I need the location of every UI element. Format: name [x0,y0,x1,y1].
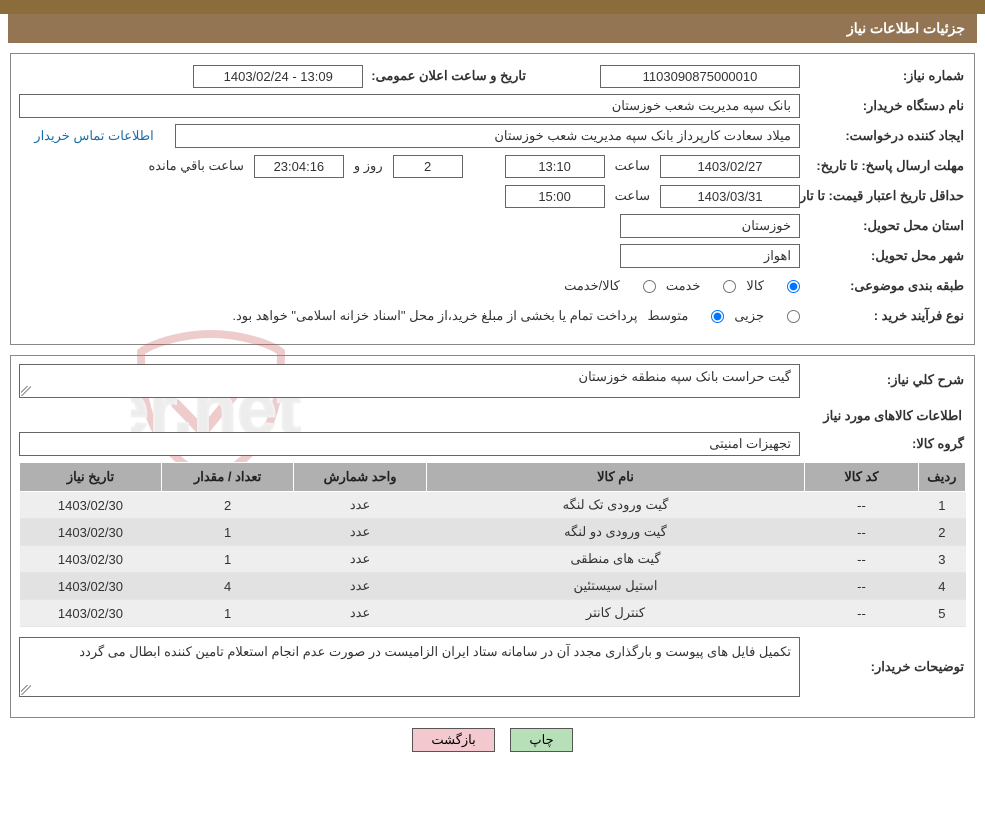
table-row: 2--گیت ورودی دو لنگهعدد11403/02/30 [20,519,966,546]
radio-service[interactable] [723,280,736,293]
table-cell: 1403/02/30 [20,600,162,627]
label-requester: ایجاد کننده درخواست: [806,124,966,148]
table-cell: گیت های منطقی [426,546,804,573]
announce-datetime-value: 13:09 - 1403/02/24 [193,65,363,88]
table-header-cell: واحد شمارش [294,463,426,492]
table-header-cell: نام کالا [426,463,804,492]
table-cell: 3 [918,546,965,573]
page-header: جزئیات اطلاعات نیاز [8,14,977,43]
action-buttons-row: چاپ بازگشت [0,718,985,768]
table-cell: گیت ورودی تک لنگه [426,492,804,519]
table-cell: 1 [161,600,293,627]
label-time-1: ساعت [611,156,654,176]
label-goods-group: گروه کالا: [806,432,966,456]
table-cell: 5 [918,600,965,627]
need-number-value: 1103090875000010 [600,65,800,88]
table-cell: -- [805,546,919,573]
table-cell: -- [805,492,919,519]
table-cell: 2 [918,519,965,546]
details-panel: AriaTender.net شماره نیاز: 1103090875000… [10,53,975,345]
goods-panel: شرح کلي نياز: گیت حراست بانک سپه منطقه خ… [10,355,975,718]
table-cell: عدد [294,546,426,573]
countdown-value: 23:04:16 [254,155,344,178]
table-cell: عدد [294,519,426,546]
label-buyer-org: نام دستگاه خریدار: [806,94,966,118]
valid-price-time-value: 15:00 [505,185,605,208]
table-header-cell: تاريخ نياز [20,463,162,492]
table-cell: عدد [294,573,426,600]
delivery-province-value: خوزستان [620,214,800,238]
payment-note: پرداخت تمام یا بخشی از مبلغ خرید،از محل … [232,306,637,326]
table-cell: 4 [161,573,293,600]
label-buyer-notes: توضيحات خریدار: [806,637,966,679]
days-left-value: 2 [393,155,463,178]
label-radio-goods: کالا [746,278,764,294]
back-button[interactable]: بازگشت [412,728,494,752]
label-announce-datetime: تاریخ و ساعت اعلان عمومی: [369,64,528,88]
top-accent-bar [0,0,985,14]
label-radio-minor: جزیی [734,308,764,324]
needed-goods-heading: اطلاعات کالاهای مورد نياز [23,408,962,424]
table-cell: 1403/02/30 [20,519,162,546]
table-cell: -- [805,573,919,600]
table-cell: عدد [294,600,426,627]
radio-goods[interactable] [787,280,800,293]
table-header-cell: کد کالا [805,463,919,492]
table-cell: کنترل کانتر [426,600,804,627]
buyer-contact-link[interactable]: اطلاعات تماس خریدار [19,128,169,144]
table-cell: 2 [161,492,293,519]
table-cell: 1 [161,546,293,573]
table-row: 1--گیت ورودی تک لنگهعدد21403/02/30 [20,492,966,519]
table-row: 5--کنترل کانترعدد11403/02/30 [20,600,966,627]
label-radio-medium: متوسط [647,308,688,324]
label-time-2: ساعت [611,186,654,206]
table-cell: گیت ورودی دو لنگه [426,519,804,546]
label-hours-remaining: ساعت باقي مانده [144,156,247,176]
table-cell: 1 [161,519,293,546]
general-desc-textarea[interactable]: گیت حراست بانک سپه منطقه خوزستان [19,364,800,398]
buyer-notes-textarea[interactable]: تکمیل فایل های پیوست و بارگذاری مجدد آن … [19,637,800,697]
table-cell: 1403/02/30 [20,573,162,600]
valid-price-date-value: 1403/03/31 [660,185,800,208]
page-title: جزئیات اطلاعات نیاز [847,20,965,36]
buyer-org-value: بانک سپه مدیریت شعب خوزستان [19,94,800,118]
table-row: 3--گیت های منطقیعدد11403/02/30 [20,546,966,573]
radio-minor[interactable] [787,310,800,323]
print-button[interactable]: چاپ [510,728,572,752]
delivery-city-value: اهواز [620,244,800,268]
goods-group-value: تجهیزات امنیتی [19,432,800,456]
label-general-desc: شرح کلي نياز: [806,364,966,392]
table-cell: -- [805,519,919,546]
table-cell: عدد [294,492,426,519]
table-cell: -- [805,600,919,627]
label-radio-service: خدمت [666,278,701,294]
label-delivery-province: استان محل تحویل: [806,214,966,238]
reply-date-value: 1403/02/27 [660,155,800,178]
label-classification: طبقه بندی موضوعی: [806,274,966,298]
table-cell: استیل سیستئین [426,573,804,600]
resize-handle-icon[interactable] [21,384,33,396]
label-min-valid-price: حداقل تاریخ اعتبار قیمت: تا تاریخ: [806,184,966,208]
table-row: 4--استیل سیستئینعدد41403/02/30 [20,573,966,600]
label-need-number: شماره نیاز: [806,64,966,88]
goods-table: ردیفکد کالانام کالاواحد شمارشتعداد / مقد… [19,462,966,627]
table-cell: 1 [918,492,965,519]
label-purchase-process: نوع فرآیند خرید : [806,304,966,328]
radio-goods-service[interactable] [643,280,656,293]
reply-time-value: 13:10 [505,155,605,178]
table-header-cell: تعداد / مقدار [161,463,293,492]
radio-medium[interactable] [711,310,724,323]
resize-handle-icon[interactable] [21,683,33,695]
table-header-cell: ردیف [918,463,965,492]
requester-value: میلاد سعادت کارپرداز بانک سپه مدیریت شعب… [175,124,800,148]
table-cell: 1403/02/30 [20,546,162,573]
label-delivery-city: شهر محل تحویل: [806,244,966,268]
label-days-and: روز و [350,156,387,176]
table-cell: 1403/02/30 [20,492,162,519]
label-reply-deadline: مهلت ارسال پاسخ: تا تاریخ: [806,154,966,178]
table-cell: 4 [918,573,965,600]
label-radio-goods-service: کالا/خدمت [564,278,620,294]
